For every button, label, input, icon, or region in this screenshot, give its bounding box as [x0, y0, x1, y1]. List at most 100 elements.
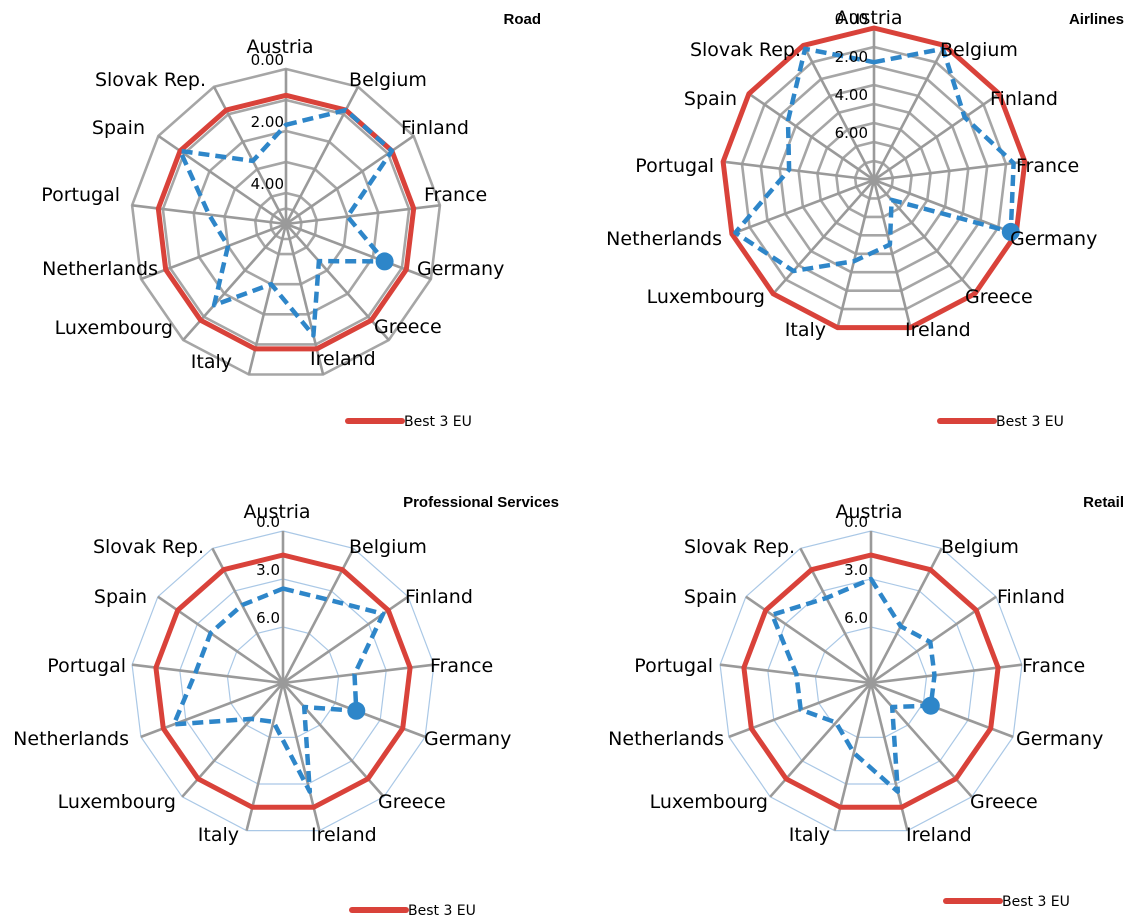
series-country-score-line — [769, 576, 937, 794]
category-label-ireland: Ireland — [906, 824, 972, 846]
spoke-italy — [836, 179, 876, 328]
spoke-spain — [748, 92, 875, 182]
grid-ring — [740, 45, 1008, 311]
grid-ring — [161, 98, 411, 346]
grid-ring — [816, 121, 932, 237]
series-best-3-eu-line — [153, 552, 413, 810]
legend-label: Best 3 EU — [408, 903, 476, 919]
series-country-score-line — [177, 107, 395, 338]
category-label-austria: Austria — [835, 7, 902, 29]
category-label-ireland: Ireland — [905, 319, 971, 341]
radar-chart-retail: 0.0 3.0 6.0 Austria Belgium Finland France Germ… — [608, 494, 1124, 910]
category-label-austria: Austria — [246, 36, 313, 58]
category-label-portugal: Portugal — [634, 655, 713, 677]
legend: Best 3 EU — [937, 414, 1064, 430]
spoke-ireland — [872, 179, 912, 328]
radar-chart-professional-services: 0.0 3.0 6.0 Austria Belgium Finland France Germ… — [13, 494, 559, 919]
tick-label: 3.0 — [844, 561, 868, 579]
category-label-italy: Italy — [198, 824, 239, 846]
category-label-austria: Austria — [835, 501, 902, 523]
category-label-finland: Finland — [401, 117, 469, 139]
category-label-spain: Spain — [94, 586, 147, 608]
legend: Best 3 EU — [943, 894, 1070, 910]
category-label-greece: Greece — [970, 791, 1038, 813]
category-label-portugal: Portugal — [41, 184, 120, 206]
grid-ring — [814, 626, 928, 739]
series-marker-point — [1001, 222, 1020, 241]
category-label-portugal: Portugal — [635, 155, 714, 177]
category-label-france: France — [1016, 155, 1079, 177]
category-label-spain: Spain — [92, 117, 145, 139]
spoke-belgium — [872, 44, 946, 181]
series-marker-point — [375, 252, 394, 271]
radar-grid — [719, 530, 1023, 832]
tick-label: 2.00 — [835, 48, 868, 66]
tick-label: 2.00 — [251, 113, 284, 131]
category-label-luxembourg: Luxembourg — [55, 317, 173, 339]
radar-chart-road: 0.00 2.00 4.00 Austria Belgium Finland France G… — [41, 11, 541, 430]
category-label-belgium: Belgium — [349, 536, 427, 558]
category-label-luxembourg: Luxembourg — [647, 286, 765, 308]
tick-label: 0.0 — [844, 513, 868, 531]
grid-ring — [719, 530, 1023, 832]
spoke-belgium — [284, 86, 360, 225]
category-label-ireland: Ireland — [311, 824, 377, 846]
category-label-netherlands: Netherlands — [42, 258, 158, 280]
category-label-austria: Austria — [243, 501, 310, 523]
category-label-belgium: Belgium — [349, 69, 427, 91]
series-marker-point — [347, 701, 366, 720]
category-label-greece: Greece — [965, 286, 1033, 308]
category-label-greece: Greece — [378, 791, 446, 813]
series-best-3-eu-line — [720, 25, 1028, 331]
tick-label: 6.00 — [835, 124, 868, 142]
category-label-italy: Italy — [785, 319, 826, 341]
category-label-spain: Spain — [684, 88, 737, 110]
category-label-slovak-rep: Slovak Rep. — [95, 69, 206, 91]
spoke-portugal — [722, 160, 875, 182]
tick-label: 0.0 — [256, 513, 280, 531]
category-label-germany: Germany — [1010, 228, 1097, 250]
category-label-spain: Spain — [684, 586, 737, 608]
spoke-france — [873, 160, 1026, 182]
category-label-belgium: Belgium — [941, 536, 1019, 558]
radar-chart-airlines: 0.00 2.00 4.00 6.00 Austria Belgium Finland Fra… — [606, 7, 1124, 430]
legend-label: Best 3 EU — [996, 414, 1064, 430]
spoke-finland — [873, 92, 1000, 182]
legend: Best 3 EU — [349, 903, 476, 919]
tick-label: 0.00 — [251, 51, 284, 69]
grid-ring — [131, 530, 435, 832]
chart-title: Road — [504, 11, 542, 28]
category-label-france: France — [430, 655, 493, 677]
chart-title: Retail — [1083, 494, 1124, 511]
category-label-ireland: Ireland — [310, 348, 376, 370]
category-label-germany: Germany — [1016, 728, 1103, 750]
category-label-greece: Greece — [374, 316, 442, 338]
category-label-italy: Italy — [789, 824, 830, 846]
grid-ring — [767, 578, 975, 785]
category-label-netherlands: Netherlands — [608, 728, 724, 750]
category-label-slovak-rep: Slovak Rep. — [690, 39, 801, 61]
category-label-finland: Finland — [405, 586, 473, 608]
series-marker-point — [921, 696, 940, 715]
grid-ring — [759, 64, 989, 293]
category-label-netherlands: Netherlands — [13, 728, 129, 750]
category-label-netherlands: Netherlands — [606, 228, 722, 250]
category-label-france: France — [424, 184, 487, 206]
category-label-slovak-rep: Slovak Rep. — [93, 536, 204, 558]
category-label-portugal: Portugal — [47, 655, 126, 677]
category-label-germany: Germany — [417, 258, 504, 280]
category-label-belgium: Belgium — [940, 39, 1018, 61]
legend-label: Best 3 EU — [1002, 894, 1070, 910]
category-label-germany: Germany — [424, 728, 511, 750]
radar-grid — [131, 530, 435, 832]
tick-label: 4.00 — [835, 86, 868, 104]
series-best-3-eu-line — [741, 552, 1001, 810]
series-country-score-line — [171, 586, 386, 794]
series-best-3-eu-line — [155, 92, 417, 352]
spoke-luxembourg — [772, 179, 875, 295]
tick-label: 6.0 — [256, 609, 280, 627]
chart-title: Professional Services — [403, 494, 559, 511]
grid-ring — [778, 83, 970, 274]
legend: Best 3 EU — [345, 414, 472, 430]
